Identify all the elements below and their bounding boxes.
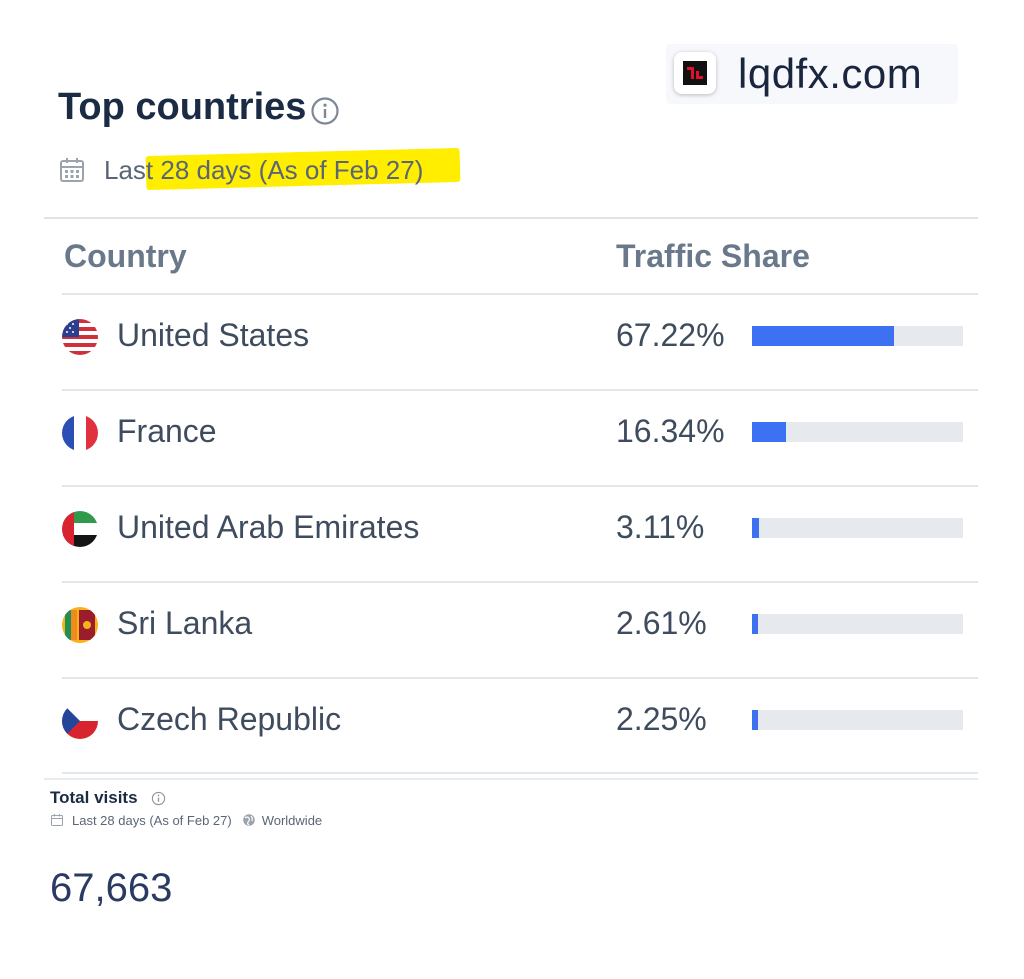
column-header-traffic-share[interactable]: Traffic Share [616, 238, 810, 274]
section-divider [44, 778, 978, 780]
total-visits-region: Worldwide [261, 812, 323, 828]
traffic-share-bar-fill [752, 422, 786, 442]
header-divider [44, 217, 978, 219]
info-icon[interactable] [151, 791, 166, 806]
info-icon[interactable] [310, 96, 340, 126]
watermark-logo: lqdfx.com [666, 44, 958, 104]
country-name[interactable]: Czech Republic [117, 701, 342, 737]
country-name[interactable]: Sri Lanka [117, 605, 253, 641]
country-name[interactable]: France [117, 413, 217, 449]
traffic-share-bar-fill [752, 710, 758, 730]
traffic-share-bar [752, 710, 963, 730]
lqdfx-logo-icon [674, 52, 716, 94]
traffic-share-bar [752, 422, 963, 442]
total-visits-subtitle: Last 28 days (As of Feb 27) Worldwide [50, 811, 322, 829]
traffic-share-value: 16.34% [616, 413, 725, 449]
total-visits-title: Total visits [50, 788, 138, 807]
traffic-share-value: 2.61% [616, 605, 707, 641]
traffic-share-bar [752, 614, 963, 634]
column-header-country[interactable]: Country [64, 238, 187, 274]
traffic-share-bar-fill [752, 326, 894, 346]
ae-flag-icon [62, 511, 98, 547]
page-title: Top countries [58, 86, 307, 128]
us-flag-icon [62, 319, 98, 355]
traffic-share-value: 67.22% [616, 317, 725, 353]
date-range-text: Last 28 days (As of Feb 27) [104, 154, 424, 185]
date-range-row: Last 28 days (As of Feb 27) [58, 150, 423, 190]
calendar-icon [51, 814, 63, 826]
total-visits-value: 67,663 [50, 866, 173, 910]
total-visits-date-range: Last 28 days (As of Feb 27) [72, 812, 232, 828]
country-name[interactable]: United States [117, 317, 310, 353]
table-row[interactable]: Czech Republic 2.25% [62, 677, 978, 775]
table-row[interactable]: France 16.34% [62, 389, 978, 487]
table-row[interactable]: Sri Lanka 2.61% [62, 581, 978, 679]
traffic-share-bar [752, 518, 963, 538]
traffic-share-bar [752, 326, 963, 346]
lk-flag-icon [62, 607, 98, 643]
traffic-share-value: 3.11% [616, 509, 705, 545]
table-bottom-divider [62, 772, 978, 774]
table-row[interactable]: United States 67.22% [62, 293, 978, 391]
calendar-icon [60, 158, 84, 182]
country-name[interactable]: United Arab Emirates [117, 509, 420, 545]
globe-icon [242, 814, 255, 826]
traffic-share-bar-fill [752, 518, 759, 538]
cz-flag-icon [62, 703, 98, 739]
traffic-share-bar-fill [752, 614, 758, 634]
table-row[interactable]: United Arab Emirates 3.11% [62, 485, 978, 583]
traffic-share-value: 2.25% [616, 701, 707, 737]
watermark-text: lqdfx.com [738, 50, 923, 97]
fr-flag-icon [62, 415, 98, 451]
